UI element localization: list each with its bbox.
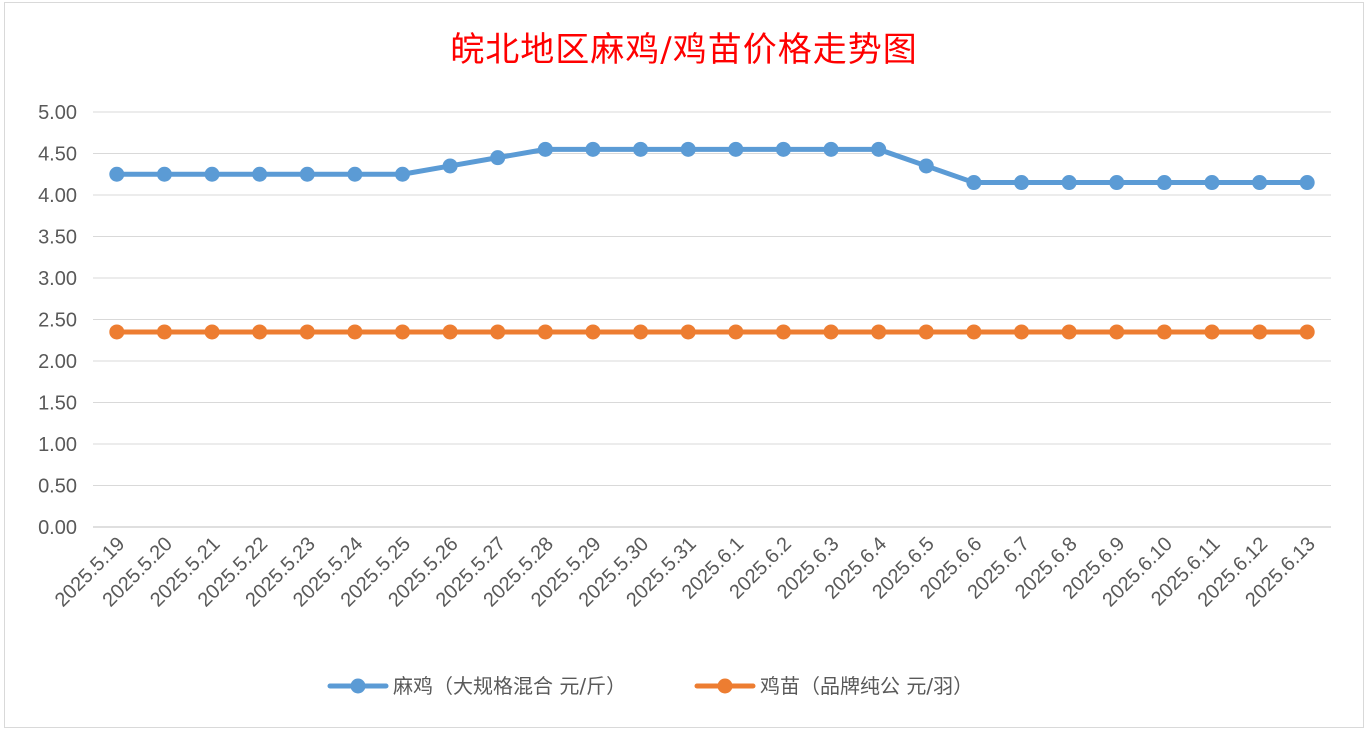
data-point xyxy=(1014,324,1029,340)
legend-swatch-marker xyxy=(717,678,733,694)
data-point xyxy=(442,324,458,340)
data-point xyxy=(490,324,506,340)
data-point xyxy=(204,166,220,182)
y-tick-label: 1.00 xyxy=(38,434,77,456)
legend-swatch-marker xyxy=(350,678,366,694)
y-tick-label: 5.00 xyxy=(38,102,77,124)
data-point xyxy=(347,324,363,340)
legend-label: 麻鸡（大规格混合 元/斤） xyxy=(393,674,626,698)
data-point xyxy=(442,158,458,174)
data-point xyxy=(252,324,268,340)
legend-label: 鸡苗（品牌纯公 元/羽） xyxy=(760,674,973,698)
data-point xyxy=(633,141,649,157)
chart-title: 皖北地区麻鸡/鸡苗价格走势图 xyxy=(450,30,918,70)
data-point xyxy=(775,324,791,340)
data-point xyxy=(395,166,410,182)
data-point xyxy=(871,324,887,340)
data-point xyxy=(1252,324,1268,340)
series-jimiao xyxy=(109,324,1315,340)
data-point xyxy=(252,166,268,182)
data-point xyxy=(1061,324,1077,340)
data-point xyxy=(823,324,839,340)
y-tick-label: 3.00 xyxy=(38,268,77,290)
data-point xyxy=(585,324,601,340)
data-point xyxy=(109,166,125,182)
data-point xyxy=(1109,175,1125,191)
y-tick-label: 4.00 xyxy=(38,185,77,207)
data-point xyxy=(1109,324,1125,340)
data-point xyxy=(775,141,791,157)
data-point xyxy=(1299,175,1315,191)
data-point xyxy=(585,141,601,157)
y-axis-ticks: 0.00 0.50 1.00 1.50 2.00 2.50 3.00 3.50 4.00 4.50… xyxy=(38,102,77,539)
data-point xyxy=(537,141,553,157)
y-tick-label: 4.50 xyxy=(38,144,77,166)
data-point xyxy=(395,324,410,340)
data-point xyxy=(871,141,887,157)
gridlines xyxy=(93,111,1331,528)
data-point xyxy=(1299,324,1315,340)
series-lines xyxy=(109,141,1315,340)
y-tick-label: 0.50 xyxy=(38,476,77,498)
data-point xyxy=(1156,175,1172,191)
legend-item: 麻鸡（大规格混合 元/斤） xyxy=(327,674,626,698)
data-point xyxy=(680,324,696,340)
y-tick-label: 0.00 xyxy=(38,517,77,539)
data-point xyxy=(1061,175,1077,191)
data-point xyxy=(1156,324,1172,340)
data-point xyxy=(823,141,839,157)
legend-item: 鸡苗（品牌纯公 元/羽） xyxy=(694,674,973,698)
series-maji xyxy=(109,141,1315,191)
data-point xyxy=(1252,175,1268,191)
data-point xyxy=(1014,175,1029,191)
data-point xyxy=(109,324,125,340)
data-point xyxy=(918,324,934,340)
data-point xyxy=(680,141,696,157)
data-point xyxy=(204,324,220,340)
data-point xyxy=(1204,324,1220,340)
data-point xyxy=(490,150,506,166)
data-point xyxy=(728,324,744,340)
data-point xyxy=(347,166,363,182)
data-point xyxy=(966,175,982,191)
y-tick-label: 2.50 xyxy=(38,310,77,332)
y-tick-label: 3.50 xyxy=(38,227,77,249)
data-point xyxy=(156,324,172,340)
data-point xyxy=(1204,175,1220,191)
data-point xyxy=(299,324,315,340)
x-axis-ticks: 2025.5.192025.5.202025.5.212025.5.222025… xyxy=(51,533,1320,611)
legend: 麻鸡（大规格混合 元/斤） 鸡苗（品牌纯公 元/羽） xyxy=(327,674,973,698)
data-point xyxy=(728,141,744,157)
series-line xyxy=(114,146,1310,186)
data-point xyxy=(966,324,982,340)
y-tick-label: 2.00 xyxy=(38,351,77,373)
data-point xyxy=(633,324,649,340)
chart-frame xyxy=(4,2,1364,728)
data-point xyxy=(299,166,315,182)
data-point xyxy=(156,166,172,182)
y-tick-label: 1.50 xyxy=(38,393,77,415)
data-point xyxy=(918,158,934,174)
data-point xyxy=(537,324,553,340)
